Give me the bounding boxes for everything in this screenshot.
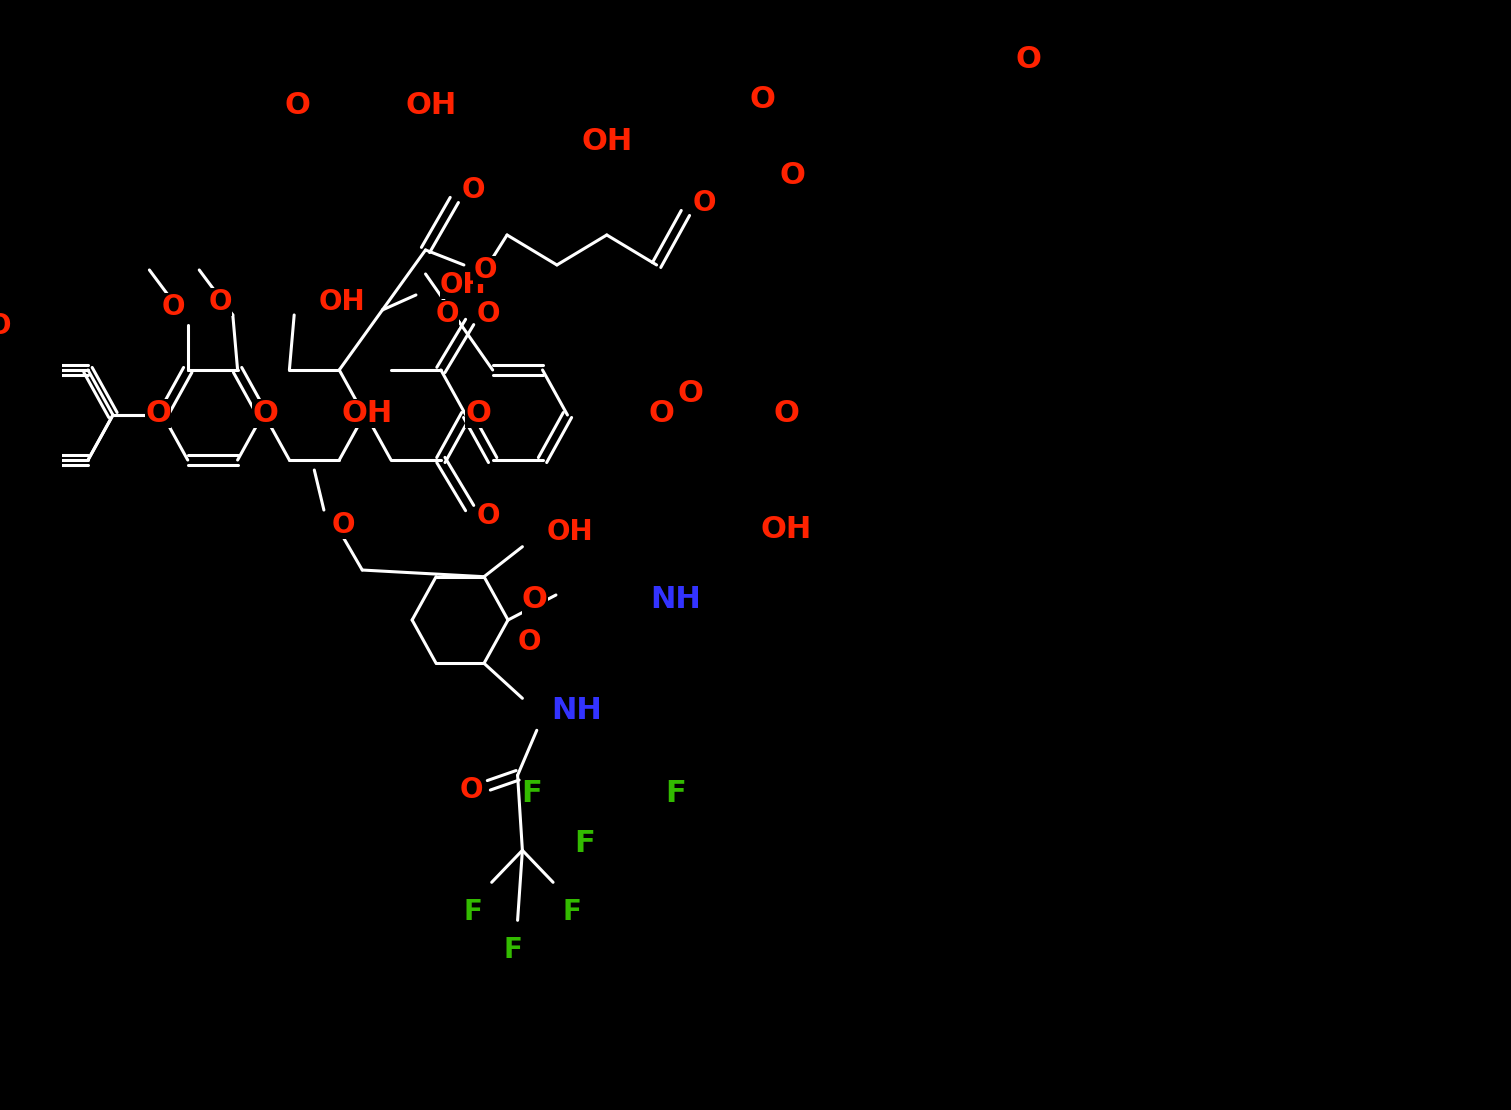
Text: O: O bbox=[459, 776, 484, 805]
Text: O: O bbox=[162, 293, 186, 321]
Text: O: O bbox=[521, 585, 548, 615]
Text: OH: OH bbox=[319, 287, 364, 316]
Text: O: O bbox=[462, 176, 485, 204]
Text: O: O bbox=[477, 502, 500, 531]
Text: OH: OH bbox=[405, 91, 456, 120]
Text: F: F bbox=[462, 898, 482, 927]
Text: O: O bbox=[774, 398, 799, 427]
Text: OH: OH bbox=[547, 517, 592, 546]
Text: O: O bbox=[331, 511, 355, 539]
Text: O: O bbox=[694, 189, 716, 216]
Text: O: O bbox=[477, 300, 500, 327]
Text: OH: OH bbox=[440, 271, 487, 299]
Text: O: O bbox=[252, 398, 278, 427]
Text: O: O bbox=[749, 85, 775, 114]
Text: F: F bbox=[503, 937, 523, 965]
Text: F: F bbox=[665, 778, 686, 807]
Text: O: O bbox=[1015, 46, 1041, 74]
Text: O: O bbox=[677, 379, 703, 407]
Text: NH: NH bbox=[552, 696, 601, 725]
Text: O: O bbox=[284, 91, 310, 120]
Text: O: O bbox=[518, 627, 541, 656]
Text: OH: OH bbox=[582, 128, 633, 157]
Text: O: O bbox=[780, 161, 805, 190]
Text: O: O bbox=[145, 398, 171, 427]
Text: F: F bbox=[574, 828, 595, 858]
Text: OH: OH bbox=[760, 515, 811, 545]
Text: NH: NH bbox=[650, 585, 701, 615]
Text: F: F bbox=[521, 778, 542, 807]
Text: OH: OH bbox=[341, 398, 393, 427]
Text: F: F bbox=[562, 898, 582, 927]
Text: O: O bbox=[473, 256, 497, 284]
Text: O: O bbox=[465, 398, 491, 427]
Text: O: O bbox=[0, 312, 12, 340]
Text: O: O bbox=[209, 287, 233, 316]
Text: O: O bbox=[435, 300, 459, 327]
Text: O: O bbox=[648, 398, 674, 427]
